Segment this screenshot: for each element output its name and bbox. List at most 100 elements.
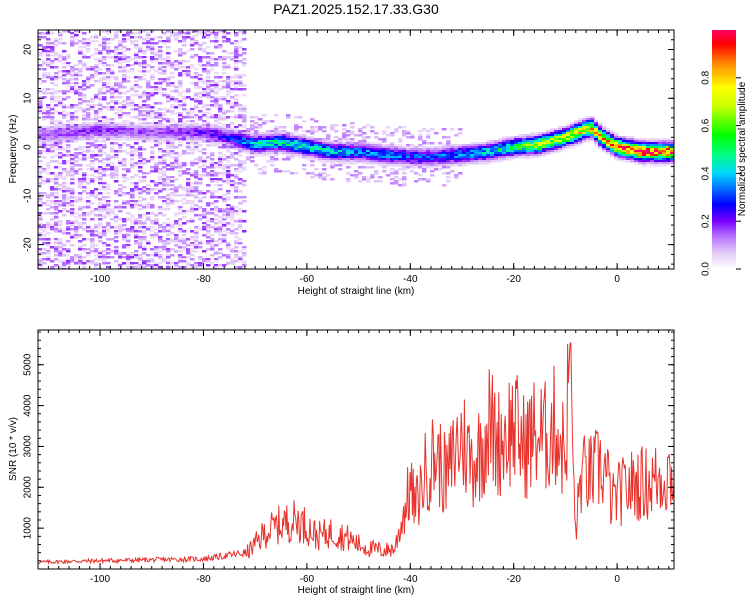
heatmap-cell: [242, 130, 247, 133]
heatmap-cell: [154, 184, 159, 187]
heatmap-cell: [626, 160, 631, 163]
heatmap-cell: [162, 246, 167, 249]
heatmap-cell: [38, 100, 43, 103]
heatmap-cell: [662, 142, 667, 145]
heatmap-cell: [150, 138, 155, 141]
heatmap-cell: [74, 104, 79, 107]
heatmap-cell: [154, 128, 159, 131]
heatmap-cell: [178, 230, 183, 233]
heatmap-cell: [102, 134, 107, 137]
heatmap-cell: [46, 238, 51, 241]
heatmap-cell: [250, 126, 255, 129]
heatmap-cell: [554, 132, 559, 135]
heatmap-cell: [530, 144, 535, 147]
heatmap-cell: [462, 154, 467, 157]
heatmap-cell: [162, 228, 167, 231]
heatmap-cell: [138, 106, 143, 109]
heatmap-cell: [414, 152, 419, 155]
heatmap-cell: [114, 108, 119, 111]
heatmap-cell: [102, 146, 107, 149]
heatmap-cell: [94, 134, 99, 137]
heatmap-cell: [54, 212, 59, 215]
heatmap-cell: [94, 258, 99, 261]
heatmap-cell: [126, 234, 131, 237]
heatmap-cell: [430, 152, 435, 155]
heatmap-cell: [194, 142, 199, 145]
heatmap-cell: [614, 148, 619, 151]
heatmap-cell: [226, 76, 231, 79]
heatmap-cell: [106, 38, 111, 41]
heatmap-cell: [170, 136, 175, 139]
heatmap-cell: [606, 136, 611, 139]
heatmap-cell: [186, 182, 191, 185]
heatmap-cell: [90, 162, 95, 165]
heatmap-cell: [90, 134, 95, 137]
heatmap-cell: [386, 174, 391, 177]
heatmap-cell: [414, 180, 419, 183]
heatmap-cell: [222, 208, 227, 211]
heatmap-cell: [186, 152, 191, 155]
heatmap-cell: [66, 114, 71, 117]
heatmap-cell: [342, 150, 347, 153]
heatmap-cell: [98, 126, 103, 129]
heatmap-cell: [630, 154, 635, 157]
heatmap-cell: [102, 120, 107, 123]
heatmap-cell: [94, 128, 99, 131]
heatmap-cell: [522, 136, 527, 139]
heatmap-cell: [50, 178, 55, 181]
heatmap-cell: [214, 196, 219, 199]
heatmap-cell: [138, 190, 143, 193]
heatmap-cell: [62, 132, 67, 135]
heatmap-cell: [394, 180, 399, 183]
heatmap-cell: [186, 96, 191, 99]
heatmap-cell: [394, 152, 399, 155]
heatmap-cell: [46, 74, 51, 77]
heatmap-cell: [494, 152, 499, 155]
heatmap-cell: [218, 134, 223, 137]
heatmap-cell: [74, 222, 79, 225]
heatmap-cell: [234, 82, 239, 85]
heatmap-cell: [66, 154, 71, 157]
heatmap-cell: [514, 136, 519, 139]
heatmap-cell: [282, 150, 287, 153]
heatmap-cell: [162, 132, 167, 135]
heatmap-cell: [362, 142, 367, 145]
heatmap-cell: [70, 212, 75, 215]
heatmap-cell: [158, 266, 163, 269]
heatmap-cell: [66, 56, 71, 59]
heatmap-cell: [114, 54, 119, 57]
heatmap-cell: [550, 136, 555, 139]
heatmap-cell: [118, 114, 123, 117]
heatmap-cell: [342, 162, 347, 165]
heatmap-cell: [178, 34, 183, 37]
heatmap-cell: [638, 144, 643, 147]
heatmap-cell: [238, 74, 243, 77]
heatmap-cell: [166, 64, 171, 67]
heatmap-cell: [86, 146, 91, 149]
heatmap-cell: [234, 254, 239, 257]
heatmap-cell: [118, 84, 123, 87]
heatmap-cell: [334, 160, 339, 163]
heatmap-cell: [190, 230, 195, 233]
heatmap-cell: [310, 176, 315, 179]
heatmap-cell: [210, 196, 215, 199]
heatmap-cell: [78, 222, 83, 225]
heatmap-cell: [234, 146, 239, 149]
heatmap-cell: [334, 154, 339, 157]
heatmap-cell: [182, 32, 187, 35]
heatmap-cell: [142, 92, 147, 95]
heatmap-cell: [106, 212, 111, 215]
heatmap-cell: [394, 160, 399, 163]
heatmap-cell: [202, 132, 207, 135]
heatmap-cell: [110, 108, 115, 111]
heatmap-cell: [486, 142, 491, 145]
heatmap-cell: [190, 194, 195, 197]
heatmap-cell: [114, 214, 119, 217]
heatmap-cell: [130, 196, 135, 199]
heatmap-cell: [166, 118, 171, 121]
heatmap-cell: [110, 250, 115, 253]
heatmap-cell: [70, 214, 75, 217]
heatmap-cell: [234, 174, 239, 177]
heatmap-cell: [202, 32, 207, 35]
heatmap-cell: [194, 126, 199, 129]
